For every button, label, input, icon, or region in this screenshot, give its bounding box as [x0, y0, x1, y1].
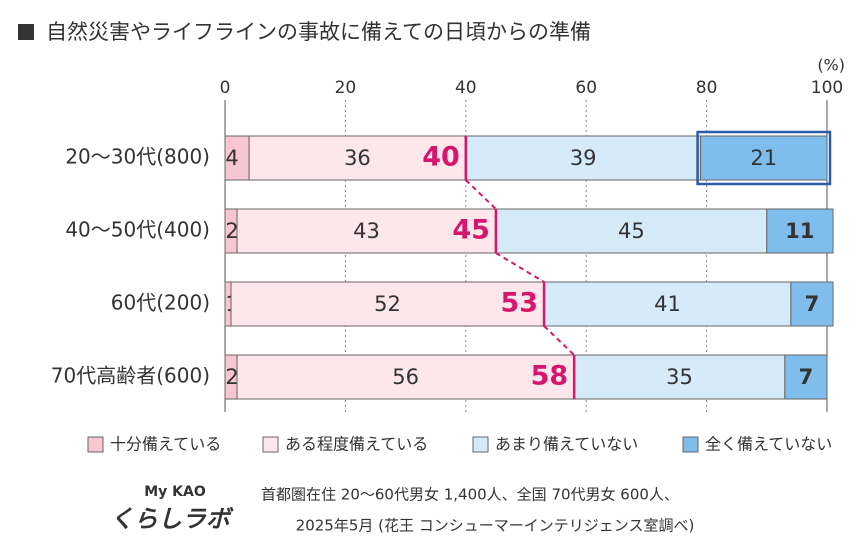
connector — [495, 252, 545, 283]
bar-segment — [543, 281, 792, 327]
x-tick-label: 0 — [220, 78, 231, 98]
total-label: 45 — [452, 215, 490, 246]
data-label: 2 — [225, 219, 238, 243]
bar-segment — [236, 354, 575, 400]
data-label: 21 — [750, 146, 777, 170]
y-tick-label: 40〜50代(400) — [65, 218, 210, 242]
total-label: 58 — [531, 361, 569, 392]
y-tick-label: 70代高齢者(600) — [51, 364, 210, 388]
data-label: 35 — [666, 365, 693, 389]
title-marker — [18, 24, 34, 40]
note: 首都圏在住 20〜60代男女 1,400人、全国 70代男女 600人、 — [261, 486, 679, 504]
note: 2025年5月 (花王 コンシューマーインテリジェンス室調べ) — [296, 517, 695, 535]
connector — [465, 179, 497, 210]
legend-label: 全く備えていない — [705, 435, 832, 454]
data-label: 45 — [618, 219, 645, 243]
y-tick-label: 60代(200) — [111, 291, 210, 315]
total-label: 40 — [422, 142, 460, 173]
data-label: 36 — [344, 146, 371, 170]
data-label: 2 — [225, 365, 238, 389]
data-label: 39 — [570, 146, 597, 170]
logo-top: My KAO — [144, 484, 206, 500]
y-tick-label: 20〜30代(800) — [65, 145, 210, 169]
legend-swatch — [262, 436, 279, 453]
bar-segment — [700, 135, 828, 181]
legend-label: ある程度備えている — [285, 435, 428, 454]
legend-label: 十分備えている — [110, 435, 221, 454]
data-label: 4 — [225, 146, 238, 170]
bar-segment — [784, 354, 828, 400]
data-label: 43 — [353, 219, 380, 243]
bar-segment — [230, 281, 545, 327]
bar-segment — [790, 281, 834, 327]
data-label: 11 — [785, 219, 814, 243]
data-label: 7 — [805, 292, 820, 316]
x-tick-label: 80 — [696, 78, 718, 98]
legend-swatch — [472, 436, 489, 453]
bar-segment — [766, 208, 834, 254]
x-tick-label: 60 — [575, 78, 597, 98]
bar-segment — [224, 135, 250, 181]
legend-swatch — [682, 436, 699, 453]
unit-label: (%) — [817, 56, 845, 75]
legend-label: あまり備えていない — [495, 435, 638, 454]
x-tick-label: 40 — [455, 78, 477, 98]
data-label: 52 — [374, 292, 401, 316]
data-label: 7 — [799, 365, 814, 389]
chart-title: 自然災害やライフラインの事故に備えての日頃からの準備 — [46, 20, 591, 44]
data-label: 41 — [654, 292, 681, 316]
highlight-box — [696, 130, 832, 186]
x-tick-label: 100 — [811, 78, 843, 98]
legend-swatch — [87, 436, 104, 453]
connector — [543, 325, 575, 356]
x-tick-label: 20 — [335, 78, 357, 98]
logo-bottom: くらしラボ — [110, 505, 234, 533]
total-label: 53 — [500, 288, 538, 319]
data-label: 56 — [392, 365, 419, 389]
bar-segment — [236, 208, 497, 254]
